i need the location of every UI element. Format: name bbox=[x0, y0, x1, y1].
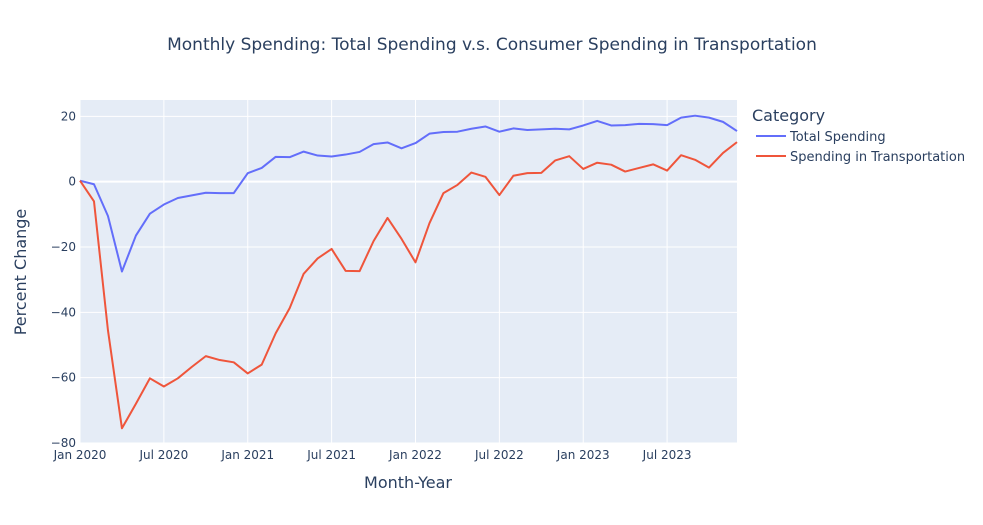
x-tick-label: Jul 2023 bbox=[642, 448, 692, 462]
y-tick-label: 0 bbox=[68, 175, 76, 189]
legend-item-spending-in-transportation[interactable]: Spending in Transportation bbox=[756, 150, 965, 165]
legend-label-total-spending: Total Spending bbox=[789, 130, 886, 145]
series-line-total-spending[interactable] bbox=[79, 114, 738, 273]
legend-title: Category bbox=[752, 106, 825, 125]
x-tick-label: Jan 2023 bbox=[556, 448, 610, 462]
series-lines bbox=[79, 114, 738, 430]
y-tick-label: −60 bbox=[51, 371, 76, 385]
x-tick-label: Jul 2022 bbox=[474, 448, 524, 462]
y-tick-label: 20 bbox=[61, 109, 76, 123]
chart-title: Monthly Spending: Total Spending v.s. Co… bbox=[167, 35, 817, 55]
y-axis-title: Percent Change bbox=[11, 209, 30, 336]
x-tick-label: Jul 2021 bbox=[306, 448, 356, 462]
x-tick-label: Jan 2021 bbox=[220, 448, 274, 462]
plot-area bbox=[80, 100, 737, 443]
legend[interactable]: Category Total Spending Spending in Tran… bbox=[752, 106, 965, 165]
x-axis-title: Month-Year bbox=[364, 473, 452, 492]
legend-label-spending-in-transportation: Spending in Transportation bbox=[790, 150, 965, 165]
series-line-spending-in-transportation[interactable] bbox=[79, 141, 738, 430]
y-tick-label: −40 bbox=[51, 305, 76, 319]
legend-item-total-spending[interactable]: Total Spending bbox=[756, 130, 886, 145]
y-tick-label: −80 bbox=[51, 436, 76, 450]
x-tick-label: Jan 2020 bbox=[53, 448, 107, 462]
y-tick-label: −20 bbox=[51, 240, 76, 254]
x-tick-label: Jul 2020 bbox=[138, 448, 188, 462]
grid bbox=[79, 100, 737, 444]
x-tick-label: Jan 2022 bbox=[388, 448, 442, 462]
